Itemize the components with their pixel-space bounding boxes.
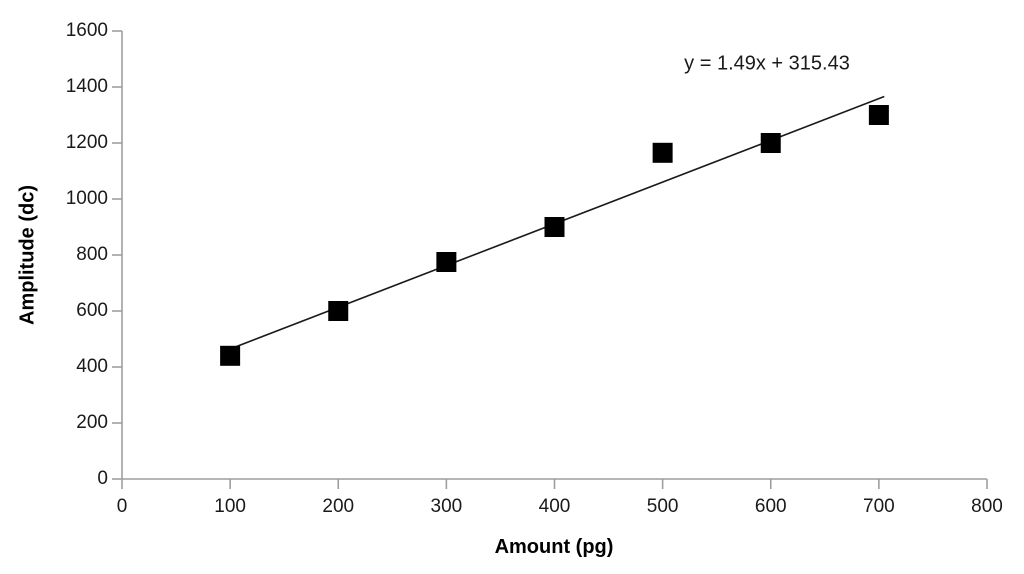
plot-area xyxy=(112,30,997,490)
x-tick-label: 800 xyxy=(971,496,1003,517)
x-axis-title: Amount (pg) xyxy=(494,536,614,558)
x-tick-label: 100 xyxy=(214,496,246,517)
y-tick-label: 600 xyxy=(76,300,108,321)
data-point-marker xyxy=(652,142,673,163)
y-tick-label: 1000 xyxy=(65,188,108,209)
y-tick-label: 200 xyxy=(76,412,108,433)
x-tick-label: 400 xyxy=(538,496,571,517)
y-tick-label: 400 xyxy=(76,356,108,377)
data-point-marker xyxy=(220,345,241,366)
y-tick-label: 1200 xyxy=(65,132,108,153)
y-tick-label: 0 xyxy=(97,468,108,489)
data-point-marker xyxy=(544,217,565,237)
y-tick-label: 1400 xyxy=(65,76,108,97)
data-point-marker xyxy=(760,133,781,153)
y-tick-label: 800 xyxy=(76,244,108,265)
trendline-equation: y = 1.49x + 315.43 xyxy=(684,52,850,75)
x-tick-label: 300 xyxy=(430,496,463,517)
x-tick-label: 500 xyxy=(646,496,679,517)
data-point-marker xyxy=(436,252,457,272)
x-tick-label: 0 xyxy=(116,496,128,517)
x-tick-label: 600 xyxy=(754,496,787,517)
x-tick-label: 200 xyxy=(322,496,355,517)
data-point-marker xyxy=(868,105,889,125)
y-tick-label: 1600 xyxy=(65,20,108,41)
data-point-marker xyxy=(328,301,349,321)
plot-svg xyxy=(112,30,988,489)
x-tick-label: 700 xyxy=(863,496,895,517)
